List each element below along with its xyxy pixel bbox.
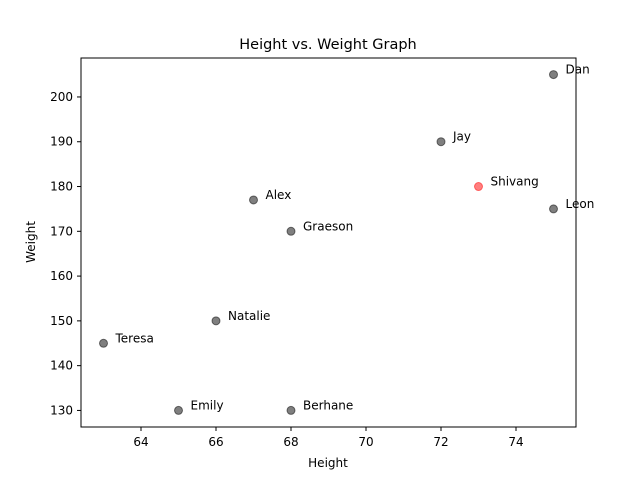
data-points: Dan Jay Shivang Leon Alex Graeson Natalie Teres…: [99, 63, 595, 415]
x-tick-label: 66: [208, 435, 223, 449]
data-point-label: Teresa: [115, 331, 154, 345]
x-tick-label: 70: [358, 435, 373, 449]
y-tick-label: 150: [50, 314, 73, 328]
plot-area-frame: [80, 57, 577, 428]
data-point: [286, 405, 296, 415]
y-tick-label: 140: [50, 359, 73, 373]
data-point: [286, 226, 296, 236]
data-point: [436, 137, 446, 147]
y-tick-label: 180: [50, 180, 73, 194]
data-point: [474, 182, 483, 192]
data-point-label: Emily: [191, 398, 224, 412]
chart-title: Height vs. Weight Graph: [239, 37, 417, 53]
x-axis-ticks: 64 66 68 70 72 74: [133, 427, 524, 449]
data-point-label: Berhane: [303, 398, 353, 412]
data-point: [99, 338, 108, 348]
data-point-label: Natalie: [228, 309, 270, 323]
data-point-label: Alex: [266, 188, 292, 202]
y-axis-ticks: 130 140 150 160 170 180 190 200: [50, 90, 81, 417]
y-tick-label: 130: [50, 403, 73, 417]
data-point: [549, 204, 558, 214]
x-tick-label: 68: [283, 435, 298, 449]
data-point-label: Shivang: [491, 175, 539, 189]
x-tick-label: 74: [508, 435, 523, 449]
data-point-label: Leon: [566, 197, 595, 211]
y-tick-label: 170: [50, 224, 73, 238]
y-tick-label: 200: [50, 90, 73, 104]
data-point-label: Graeson: [303, 219, 353, 233]
data-point-label: Dan: [566, 63, 590, 77]
data-point: [211, 316, 221, 326]
y-tick-label: 160: [50, 269, 73, 283]
x-tick-label: 64: [133, 435, 148, 449]
data-point-label: Jay: [452, 130, 471, 144]
y-axis-label: Weight: [24, 221, 38, 263]
data-point: [549, 70, 558, 80]
x-axis-label: Height: [308, 456, 348, 470]
x-tick-label: 72: [433, 435, 448, 449]
y-tick-label: 190: [50, 135, 73, 149]
data-point: [249, 195, 258, 205]
data-point: [174, 405, 183, 415]
